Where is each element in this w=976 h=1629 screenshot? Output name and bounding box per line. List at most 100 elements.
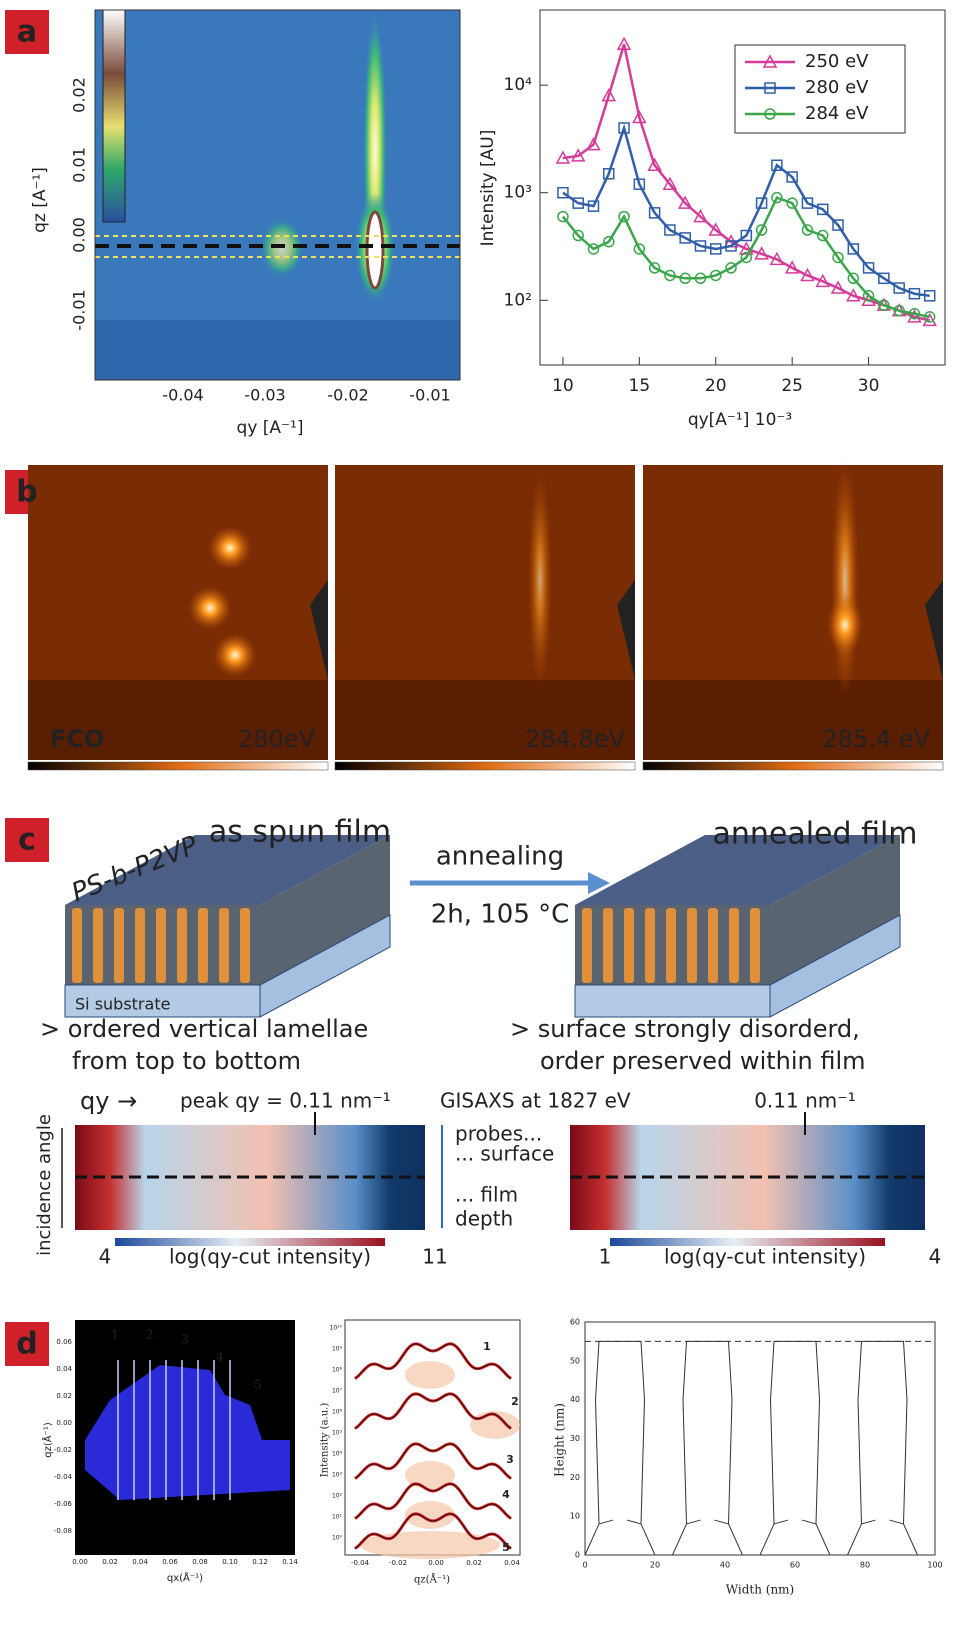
legend-label: 284 eV: [805, 103, 869, 124]
bragg-spot: [188, 586, 232, 630]
tick-label: 40: [720, 1561, 730, 1570]
annotation: peak qy = 0.11 nm⁻¹: [180, 1089, 391, 1113]
tick-label: 80: [860, 1561, 870, 1570]
lamella: [198, 908, 208, 983]
tick-label: 10¹: [332, 1514, 343, 1521]
tick-label: -0.02: [54, 1446, 72, 1454]
tick-label: 20: [570, 1473, 580, 1482]
tick-label: 10⁶: [332, 1409, 343, 1416]
y-tick-label: 10⁴: [504, 75, 533, 95]
lamella: [708, 908, 718, 983]
caption: Si substrate: [75, 995, 170, 1014]
x-tick-label: 10: [552, 376, 574, 396]
tick-label: 0.02: [466, 1559, 482, 1567]
caption: as spun film: [209, 815, 391, 850]
tick-label: 0: [582, 1561, 587, 1570]
tick-label: 0.00: [56, 1419, 72, 1427]
panel-label: b: [16, 475, 37, 510]
tick-label: 40: [570, 1395, 580, 1404]
figure: abcd-0.04-0.03-0.02-0.010.020.010.00-0.0…: [0, 0, 976, 1625]
annotation: depth: [455, 1207, 513, 1231]
axis-title: qz [A⁻¹]: [30, 167, 50, 233]
note: > surface strongly disorderd,: [510, 1015, 860, 1043]
colorbar: [28, 762, 328, 770]
tick-label: -0.04: [351, 1559, 370, 1567]
lamella: [729, 908, 739, 983]
substrate-front: [575, 985, 770, 1017]
tick-label: 0.14: [282, 1558, 298, 1566]
tick-label: 60: [570, 1318, 580, 1327]
energy-label: 285.4 eV: [822, 725, 930, 753]
tick-label: 10⁰: [332, 1535, 343, 1542]
tick-label: -0.02: [389, 1559, 407, 1567]
bragg-spot: [213, 633, 257, 677]
peak-label: 5: [254, 1378, 262, 1392]
axis-title: qz(Å⁻¹): [414, 1574, 450, 1586]
tick-label: 10: [570, 1512, 580, 1521]
panel-label: a: [17, 15, 37, 50]
tick-label: -0.02: [327, 386, 368, 405]
lamella: [114, 908, 124, 983]
tick-label: 0: [575, 1551, 580, 1560]
tick-label: 10⁹: [332, 1346, 343, 1353]
x-tick-label: 20: [705, 376, 727, 396]
lamella: [156, 908, 166, 983]
colorbar: [335, 762, 635, 770]
tick-label: 60: [790, 1561, 800, 1570]
tick-label: -0.03: [244, 386, 285, 405]
lamella: [666, 908, 676, 983]
panel-label: c: [18, 823, 36, 858]
intensity-map: [570, 1125, 925, 1230]
tick-label: 0.02: [56, 1392, 72, 1400]
caption: annealing: [436, 842, 564, 872]
streak: [831, 460, 859, 700]
note: from top to bottom: [72, 1047, 301, 1075]
tick-label: 0.12: [252, 1558, 268, 1566]
axis-title: qz(Å⁻¹): [41, 1422, 54, 1458]
tick-label: 30: [570, 1434, 580, 1443]
tick-label: 0.04: [132, 1558, 148, 1566]
axis-title: Intensity (a.u.): [320, 1403, 331, 1478]
note: order preserved within film: [540, 1047, 866, 1075]
tick-label: -0.01: [70, 289, 89, 330]
sample-label: FCO: [50, 725, 104, 753]
tick-label: 0.00: [428, 1559, 444, 1567]
tick-label: 0.06: [162, 1558, 178, 1566]
tick-label: 0.04: [504, 1559, 520, 1567]
tick-label: 0.01: [70, 147, 89, 183]
y-tick-label: 10²: [504, 290, 532, 310]
lamella: [240, 908, 250, 983]
lamella: [135, 908, 145, 983]
tick-label: 0.02: [102, 1558, 118, 1566]
annotation: 0.11 nm⁻¹: [754, 1089, 856, 1113]
annotation: ... film: [455, 1183, 518, 1207]
lamella: [582, 908, 592, 983]
lamella: [219, 908, 229, 983]
peak-label: 4: [216, 1351, 224, 1365]
axis-title: Width (nm): [726, 1583, 794, 1597]
colorbar-label: 1: [599, 1245, 612, 1269]
tick-label: -0.08: [54, 1527, 72, 1535]
tick-label: 10⁷: [332, 1388, 343, 1395]
tick-label: -0.01: [409, 386, 450, 405]
tick-label: 10⁴: [332, 1451, 343, 1458]
axis-label: qy →: [80, 1087, 137, 1115]
streak: [528, 470, 552, 690]
tick-label: 10⁵: [332, 1430, 343, 1437]
curve-label: 5: [502, 1541, 510, 1554]
tick-label: 0.00: [70, 217, 89, 253]
colorbar-label: 11: [422, 1245, 447, 1269]
tick-label: 10²: [332, 1493, 343, 1500]
x-axis-title: qy[A⁻¹] 10⁻³: [688, 410, 792, 430]
tick-label: 50: [570, 1356, 580, 1365]
tick-label: 20: [650, 1561, 660, 1570]
axis-title: qy [A⁻¹]: [237, 418, 304, 438]
curve-label: 4: [502, 1488, 510, 1501]
tick-label: 0.06: [56, 1338, 72, 1346]
caption: annealed film: [712, 817, 917, 852]
spot: [827, 595, 863, 655]
lamella: [687, 908, 697, 983]
peak-label: 2: [146, 1328, 154, 1342]
colorbar-label: log(qy-cut intensity): [664, 1245, 866, 1269]
axis-title: Height (nm): [553, 1403, 567, 1477]
